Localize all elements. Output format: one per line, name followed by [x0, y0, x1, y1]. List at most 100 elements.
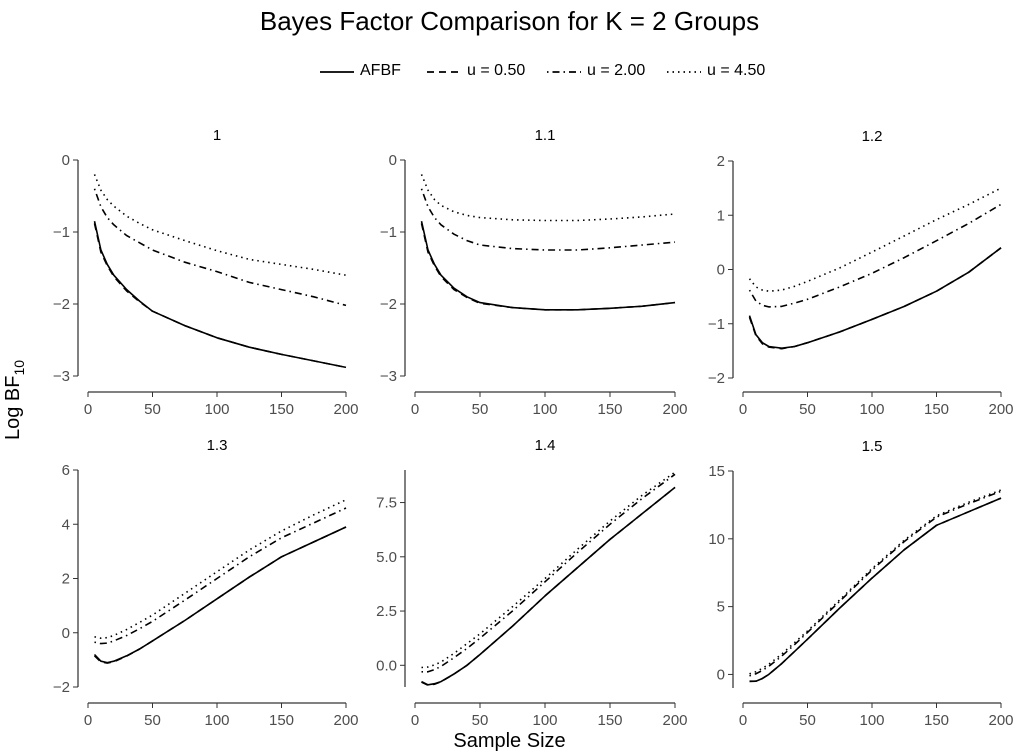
y-tick-label: −2 [53, 679, 70, 696]
series-line-solid [420, 221, 676, 311]
x-tick-label: 150 [597, 712, 622, 729]
x-tick-label: 50 [472, 712, 489, 729]
panel-title: 1.3 [207, 437, 228, 454]
series-line-solid [748, 247, 1002, 350]
x-tick-label: 150 [269, 401, 294, 418]
y-tick-label: 7.5 [376, 495, 397, 512]
y-tick-label: 2 [717, 153, 725, 170]
y-tick-label: 0.0 [376, 657, 397, 674]
y-tick-label: −3 [53, 368, 70, 385]
x-tick-label: 0 [739, 712, 747, 729]
series-line-dashed [421, 486, 676, 687]
series-line-dotted [749, 489, 1002, 675]
x-tick-label: 200 [662, 712, 687, 729]
x-tick-label: 200 [988, 712, 1013, 729]
x-tick-label: 0 [84, 712, 92, 729]
series-line-solid [93, 526, 347, 664]
y-tick-label: 0 [62, 152, 70, 169]
x-tick-label: 100 [532, 401, 557, 418]
series-line-dashed [93, 526, 347, 664]
series-line-dotted [93, 174, 347, 276]
series-line-dashdot [94, 507, 347, 645]
series-line-dashdot [421, 473, 676, 673]
x-tick-label: 150 [597, 401, 622, 418]
legend: AFBF u = 0.50 u = 2.00 u = 4.50 [0, 58, 1019, 88]
x-tick-label: 100 [532, 712, 557, 729]
y-tick-label: 15 [708, 463, 725, 480]
y-tick-label: −2 [380, 296, 397, 313]
x-tick-label: 200 [333, 401, 358, 418]
legend-key-dotted [667, 71, 701, 73]
series-line-dotted [94, 499, 347, 640]
x-tick-label: 0 [739, 401, 747, 418]
series-line-dashdot [748, 203, 1002, 308]
x-tick-label: 200 [988, 401, 1013, 418]
legend-label: u = 0.50 [467, 62, 526, 79]
panel-title: 1 [213, 127, 221, 144]
x-axis-label: Sample Size [453, 730, 566, 752]
y-tick-label: 6 [62, 462, 70, 479]
y-tick-label: −1 [53, 224, 70, 241]
x-tick-label: 50 [799, 712, 816, 729]
x-tick-label: 100 [859, 401, 884, 418]
y-tick-label: 10 [708, 531, 725, 548]
x-tick-label: 0 [84, 401, 92, 418]
series-line-dashdot [93, 188, 347, 307]
x-tick-label: 50 [144, 712, 161, 729]
series-line-solid [93, 221, 347, 369]
x-tick-label: 150 [924, 401, 949, 418]
x-tick-label: 0 [411, 712, 419, 729]
legend-key-dashed [427, 71, 461, 73]
panel-title: 1.2 [862, 128, 883, 145]
y-tick-label: 2 [62, 571, 70, 588]
y-tick-label: −3 [380, 368, 397, 385]
y-tick-label: 4 [62, 516, 70, 533]
x-tick-label: 200 [333, 712, 358, 729]
y-tick-label: 5 [717, 599, 725, 616]
x-tick-label: 100 [859, 712, 884, 729]
x-tick-label: 100 [204, 401, 229, 418]
x-tick-label: 150 [269, 712, 294, 729]
series-line-dotted [421, 471, 676, 669]
x-tick-label: 150 [924, 712, 949, 729]
legend-label: u = 2.00 [587, 62, 646, 79]
series-line-solid [749, 497, 1002, 683]
panel-5: 1.4 7.5 5.0 2.5 0.0 0 50 100 150 200 [376, 437, 687, 729]
legend-key-dashdot [547, 71, 581, 73]
series-line-dotted [748, 187, 1002, 293]
y-tick-label: 0 [389, 152, 397, 169]
x-tick-label: 50 [472, 401, 489, 418]
chart-title: Bayes Factor Comparison for K = 2 Groups [259, 6, 760, 36]
series-line-dashed [749, 497, 1002, 683]
y-tick-label: 0 [717, 262, 725, 279]
y-tick-label: 0 [717, 666, 725, 683]
panel-title: 1.5 [862, 438, 883, 455]
y-tick-label: −2 [708, 370, 725, 387]
y-tick-label: 2.5 [376, 603, 397, 620]
series-line-dashdot [749, 490, 1002, 677]
panel-title: 1.4 [535, 437, 556, 454]
panel-2: 1.1 0 −1 −2 −3 0 50 100 150 200 [380, 127, 688, 418]
x-tick-label: 50 [144, 401, 161, 418]
x-tick-label: 100 [204, 712, 229, 729]
series-line-dashed [420, 223, 676, 311]
y-tick-label: −2 [53, 296, 70, 313]
panel-title: 1.1 [535, 127, 556, 144]
x-tick-label: 0 [411, 401, 419, 418]
y-tick-label: 5.0 [376, 549, 397, 566]
series-line-dotted [420, 174, 676, 222]
panel-1: 1 0 −1 −2 −3 0 50 100 150 200 [53, 127, 359, 418]
y-tick-label: 1 [717, 207, 725, 224]
x-tick-label: 200 [662, 401, 687, 418]
series-line-dashed [748, 247, 1002, 350]
panel-4: 1.3 6 4 2 0 −2 0 50 100 150 200 [53, 437, 359, 729]
y-tick-label: −1 [380, 224, 397, 241]
y-tick-label: −1 [708, 316, 725, 333]
panel-3: 1.2 2 1 0 −1 −2 0 50 100 150 200 [708, 128, 1014, 418]
x-tick-label: 50 [799, 401, 816, 418]
y-tick-label: 0 [62, 625, 70, 642]
legend-label: AFBF [360, 62, 401, 79]
